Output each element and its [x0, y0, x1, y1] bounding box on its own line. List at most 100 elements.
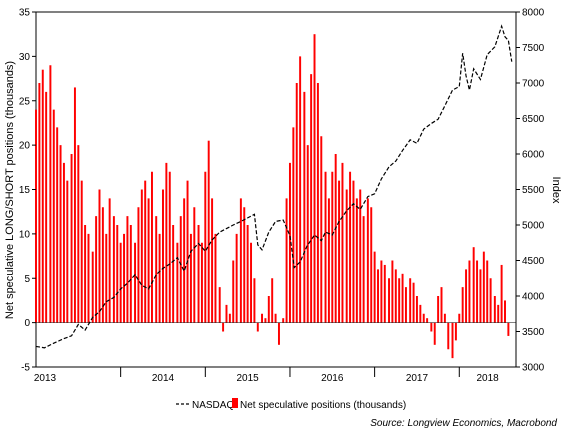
right-tick-label: 5500 — [522, 185, 545, 196]
position-bar — [151, 171, 153, 323]
position-bar — [345, 189, 348, 323]
position-bar — [158, 233, 161, 323]
left-tick-label: 25 — [19, 96, 31, 107]
position-bar — [355, 198, 358, 323]
left-axis-title: Net speculative LONG/SHORT positions (th… — [4, 61, 16, 319]
position-bar — [461, 287, 464, 323]
left-tick-label: 20 — [19, 141, 31, 152]
left-tick-label: 10 — [19, 229, 31, 240]
position-bar — [486, 260, 489, 323]
position-bar — [388, 278, 390, 323]
position-bar — [295, 83, 298, 323]
position-bar — [493, 296, 496, 323]
right-axis: 3000 3500 4000 4500 5000 5500 6000 6500 7000 7500… — [516, 8, 545, 374]
position-bar — [84, 225, 87, 323]
position-bar — [256, 322, 259, 332]
position-bar — [458, 313, 461, 323]
position-bar — [243, 207, 246, 323]
position-bar — [186, 180, 189, 323]
position-bar — [52, 109, 55, 323]
position-bar — [341, 162, 344, 323]
position-bar — [211, 198, 214, 323]
position-bar — [214, 233, 217, 323]
position-bar — [489, 278, 492, 323]
position-bar — [377, 269, 379, 323]
position-bar — [176, 242, 179, 323]
position-bar — [112, 216, 115, 323]
position-bar — [123, 233, 126, 323]
position-bar — [451, 322, 454, 359]
position-bar — [261, 313, 264, 323]
position-bar — [119, 242, 122, 323]
position-bar — [316, 83, 319, 323]
position-bar — [193, 207, 196, 323]
position-bar — [264, 318, 267, 323]
position-bar — [320, 136, 323, 323]
position-bar — [472, 247, 475, 323]
position-bar — [285, 198, 288, 323]
position-bar — [440, 287, 443, 323]
position-bar — [476, 260, 479, 323]
position-bar — [45, 91, 48, 323]
position-bar — [59, 145, 62, 323]
position-bar — [197, 225, 200, 323]
right-tick-label: 8000 — [522, 8, 545, 19]
position-bar — [349, 171, 352, 323]
position-bar — [144, 180, 147, 323]
right-tick-label: 4500 — [522, 256, 545, 267]
right-tick-label: 3000 — [522, 363, 545, 374]
position-bar — [370, 207, 373, 323]
left-tick-label: 0 — [24, 318, 30, 329]
position-bar — [73, 87, 76, 323]
position-bar — [277, 322, 280, 345]
position-bar — [404, 287, 407, 323]
position-bar — [222, 322, 225, 332]
position-bar — [504, 300, 506, 323]
position-bar — [66, 180, 69, 323]
position-bar — [168, 171, 171, 323]
position-bar — [366, 198, 369, 323]
position-bar — [155, 216, 158, 323]
position-bar — [87, 233, 90, 323]
position-bar — [126, 216, 129, 323]
position-bar — [172, 225, 175, 323]
position-bar — [162, 189, 164, 323]
position-bar — [409, 278, 412, 323]
position-bar — [101, 207, 104, 323]
position-bar — [299, 56, 302, 323]
right-tick-label: 4000 — [522, 292, 545, 303]
position-bar — [310, 74, 313, 323]
left-tick-label: 35 — [19, 8, 31, 19]
position-bar — [179, 216, 182, 323]
position-bar — [362, 216, 365, 323]
position-bar — [482, 251, 485, 323]
position-bar — [108, 198, 111, 323]
legend-positions-label: Net speculative positions (thousands) — [240, 400, 406, 411]
left-tick-label: 5 — [24, 274, 30, 285]
position-bar — [98, 189, 101, 323]
position-bar — [225, 304, 228, 323]
position-bar — [56, 127, 59, 323]
right-tick-label: 5000 — [522, 221, 545, 232]
x-tick-label: 2014 — [152, 373, 175, 384]
position-bar — [334, 154, 337, 323]
right-tick-label: 6000 — [522, 150, 545, 161]
legend: NASDAQ Net speculative positions (thousa… — [176, 398, 406, 411]
position-bar — [468, 260, 471, 323]
position-bar — [235, 233, 238, 323]
position-bar — [62, 162, 65, 323]
position-bar — [391, 260, 394, 323]
position-bar — [373, 251, 376, 323]
x-tick-label: 2017 — [406, 373, 429, 384]
position-bar — [49, 65, 52, 323]
position-bar — [352, 180, 355, 323]
position-bar — [500, 264, 503, 323]
position-bar — [324, 171, 327, 323]
position-bar — [507, 322, 510, 336]
position-bar — [338, 180, 341, 323]
right-tick-label: 3500 — [522, 327, 545, 338]
position-bar — [292, 127, 295, 323]
left-tick-label: -5 — [21, 363, 30, 374]
legend-nasdaq-label: NASDAQ — [192, 400, 234, 411]
